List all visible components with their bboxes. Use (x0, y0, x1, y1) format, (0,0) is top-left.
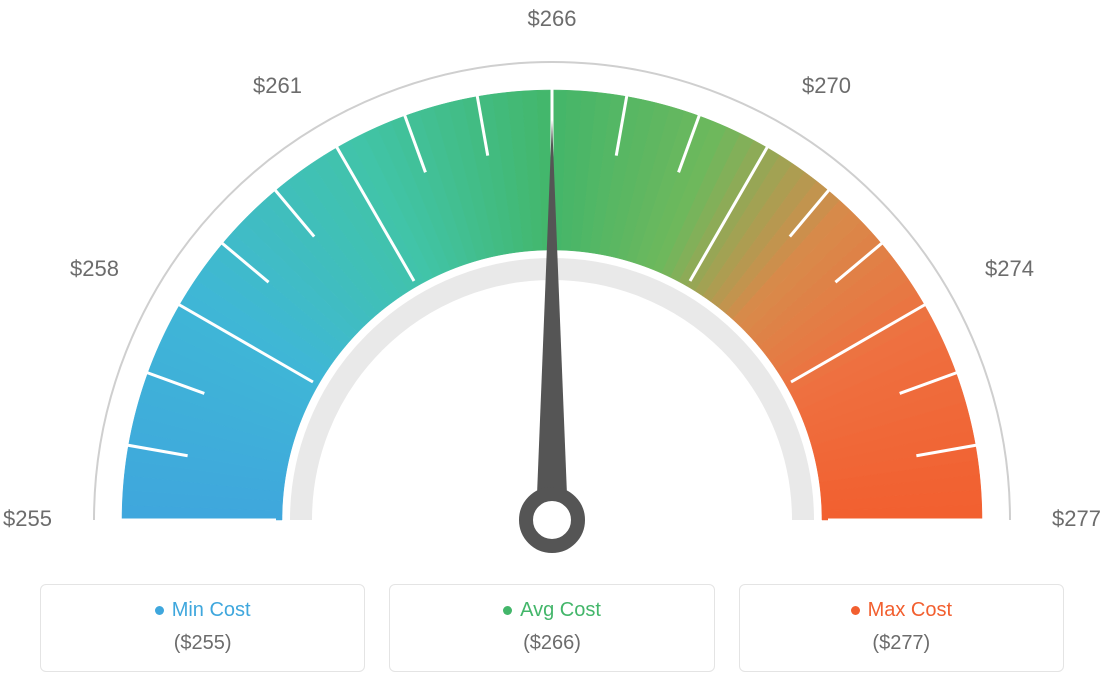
gauge-tick-label: $270 (802, 73, 851, 98)
legend-title-max: Max Cost (851, 599, 952, 622)
legend-label: Max Cost (868, 599, 952, 622)
legend-value: ($255) (51, 632, 354, 655)
dot-icon (503, 606, 512, 615)
cost-gauge-widget: $255 $258 $261 $266 $270 $274 $277 Min Cost ($… (0, 0, 1104, 690)
legend-title-min: Min Cost (155, 599, 251, 622)
gauge-tick-label: $277 (1052, 506, 1101, 531)
dot-icon (155, 606, 164, 615)
gauge-tick-label: $255 (3, 506, 52, 531)
legend-label: Avg Cost (520, 599, 601, 622)
legend-card-min: Min Cost ($255) (40, 584, 365, 672)
legend-value: ($266) (400, 632, 703, 655)
gauge-hub (526, 494, 578, 546)
gauge-tick-label: $261 (253, 73, 302, 98)
gauge-chart: $255 $258 $261 $266 $270 $274 $277 (0, 0, 1104, 560)
legend-card-max: Max Cost ($277) (739, 584, 1064, 672)
legend-row: Min Cost ($255) Avg Cost ($266) Max Cost… (40, 584, 1064, 672)
legend-title-avg: Avg Cost (503, 599, 601, 622)
gauge-tick-label: $274 (985, 256, 1034, 281)
legend-value: ($277) (750, 632, 1053, 655)
legend-card-avg: Avg Cost ($266) (389, 584, 714, 672)
legend-label: Min Cost (172, 599, 251, 622)
gauge-tick-label: $266 (528, 6, 577, 31)
dot-icon (851, 606, 860, 615)
gauge-tick-label: $258 (70, 256, 119, 281)
